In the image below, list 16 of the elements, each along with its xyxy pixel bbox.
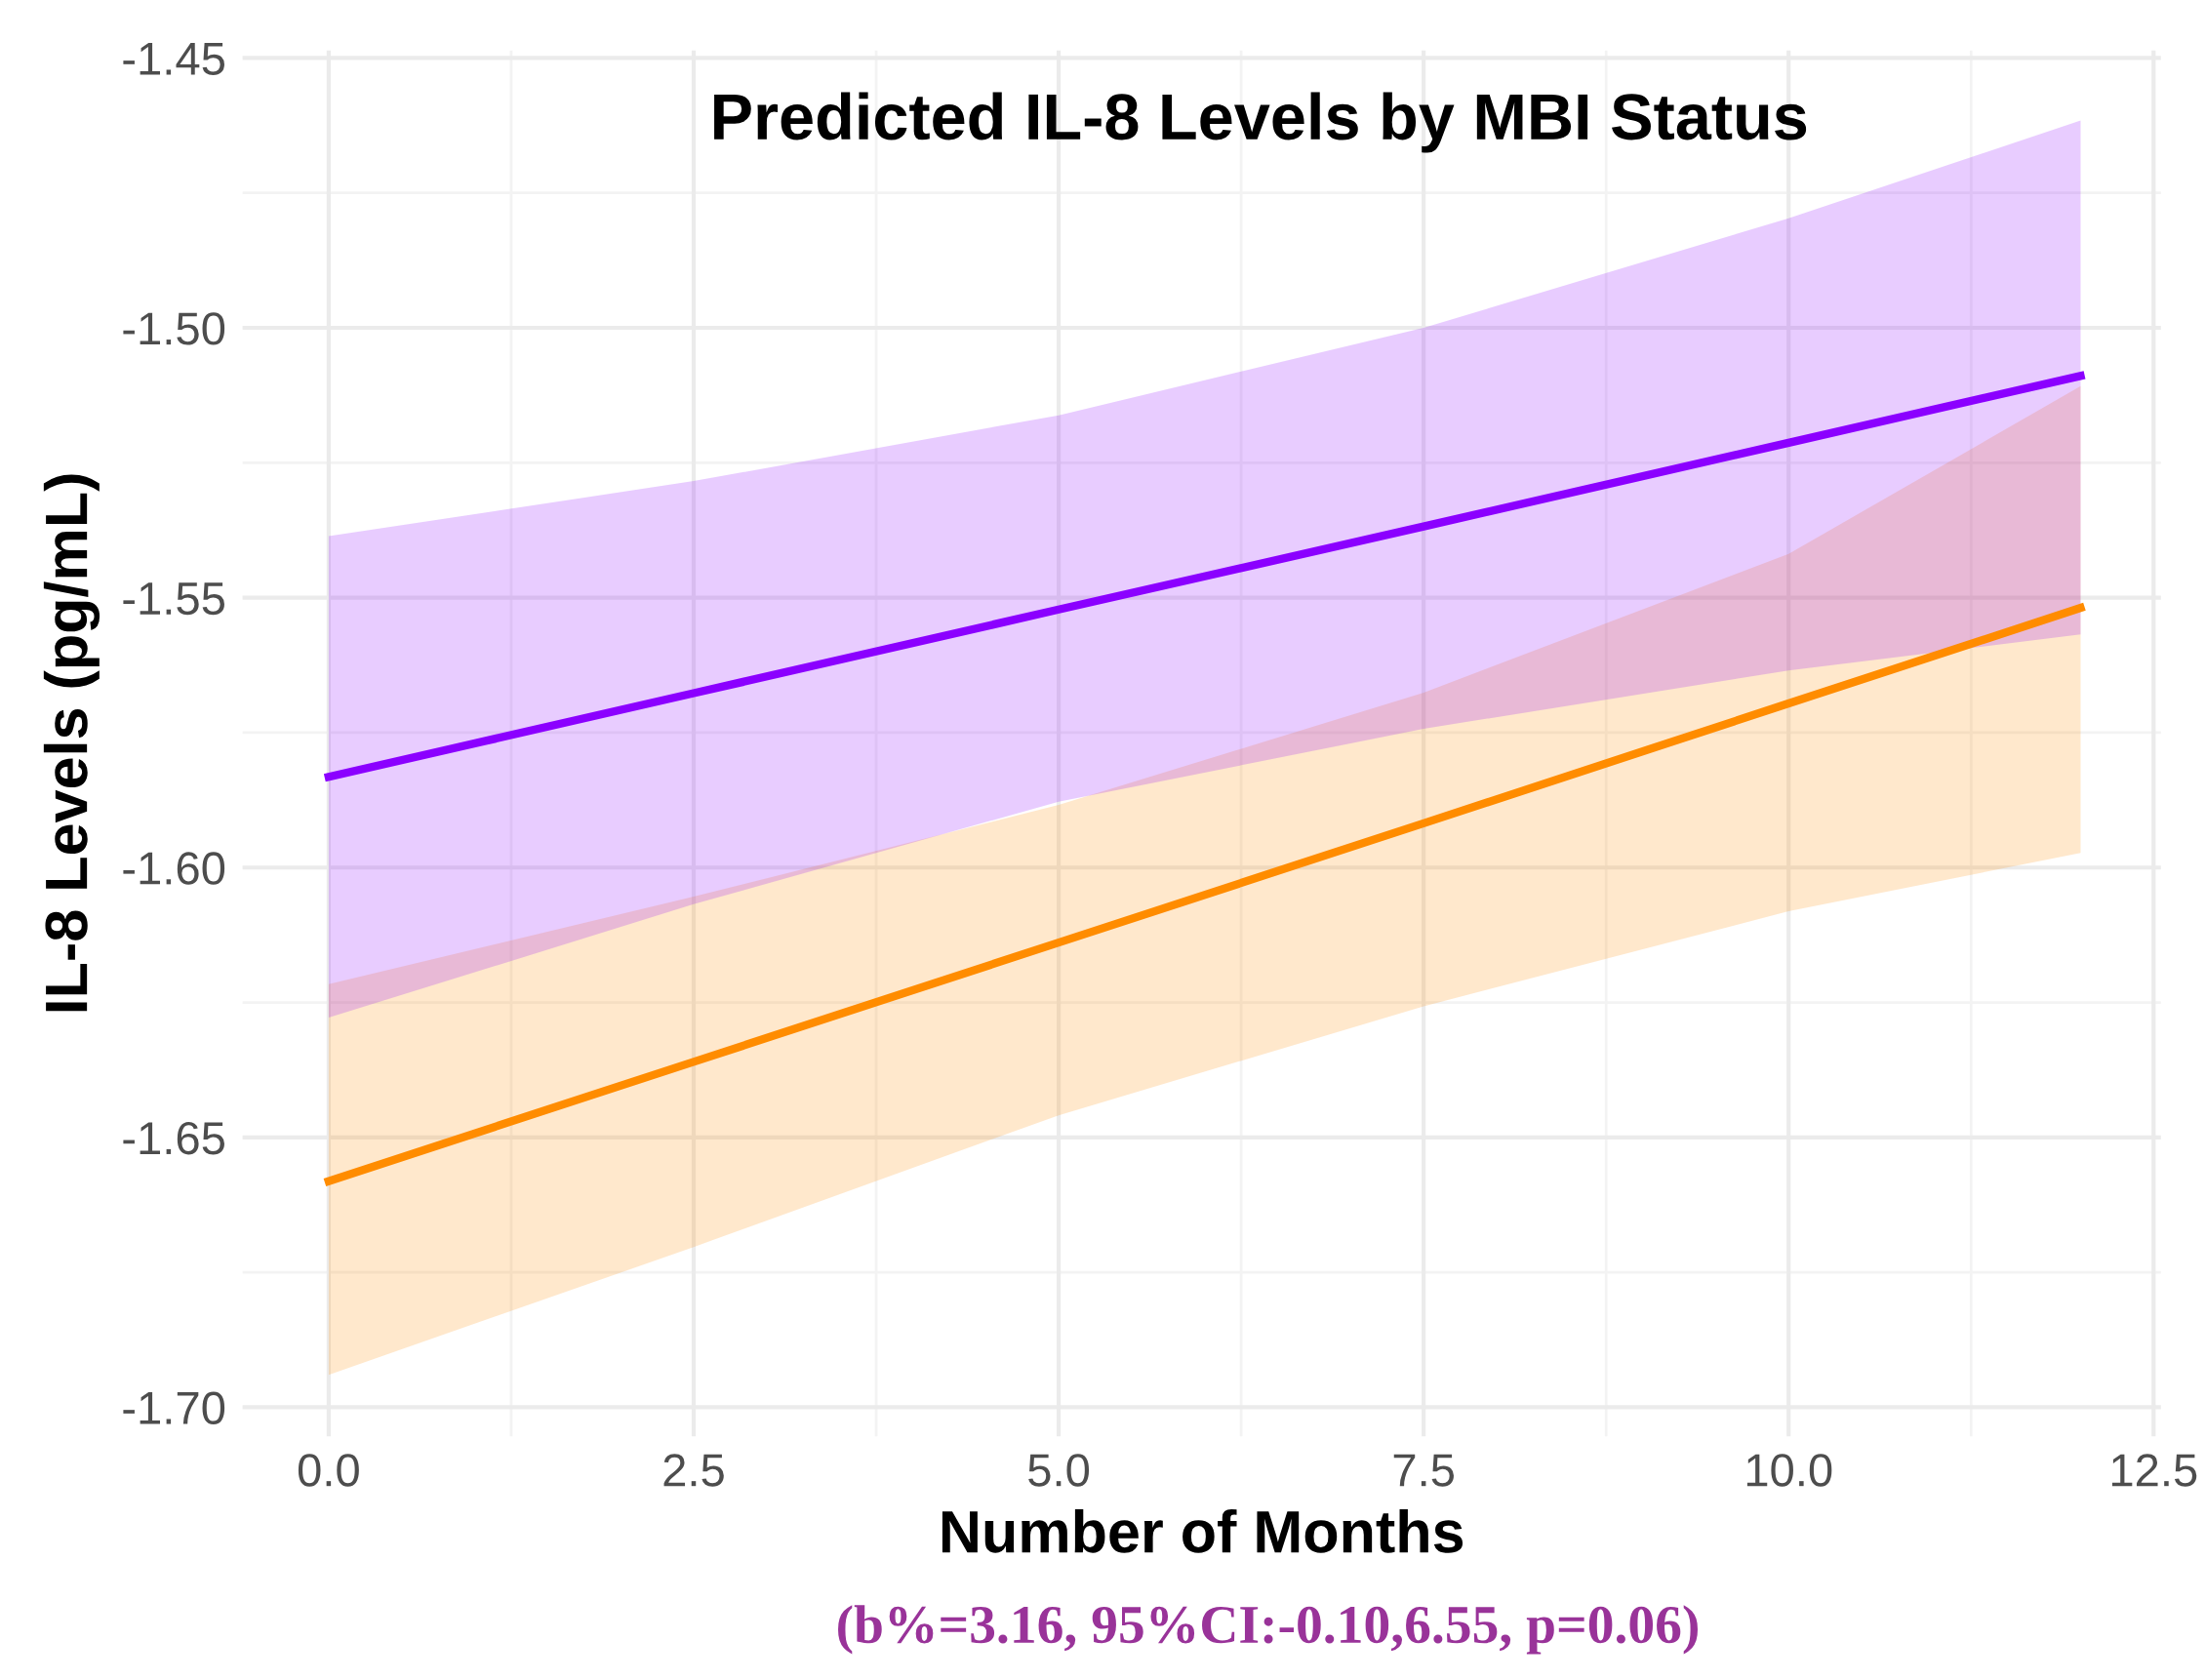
- y-tick-label: -1.60: [123, 852, 225, 885]
- y-tick-label: -1.65: [123, 1121, 224, 1155]
- y-tick-label: -1.45: [123, 43, 224, 75]
- x-tick-label: 5.0: [1028, 1454, 1090, 1487]
- y-tick-label: -1.55: [123, 582, 224, 616]
- x-tick-label: 12.5: [2111, 1454, 2197, 1487]
- text: (b%=3.16, 95%CI:-0.10,6.55, p=0.06): [838, 1605, 1698, 1655]
- text: Predicted IL-8 Levels by MBI Status: [714, 92, 1807, 153]
- x-tick-label: 7.5: [1393, 1454, 1454, 1487]
- y-tick-label: -1.70: [123, 1391, 225, 1425]
- x-tick-label: 10.0: [1746, 1454, 1832, 1487]
- y-axis-title: IL-8 Levels (pg/mL): [43, 474, 100, 1012]
- x-tick-label: 0.0: [298, 1454, 359, 1487]
- y-tick-label: -1.50: [123, 312, 225, 345]
- x-axis-title: Number of Months: [942, 1508, 1463, 1553]
- x-tick-label: 2.5: [663, 1454, 724, 1487]
